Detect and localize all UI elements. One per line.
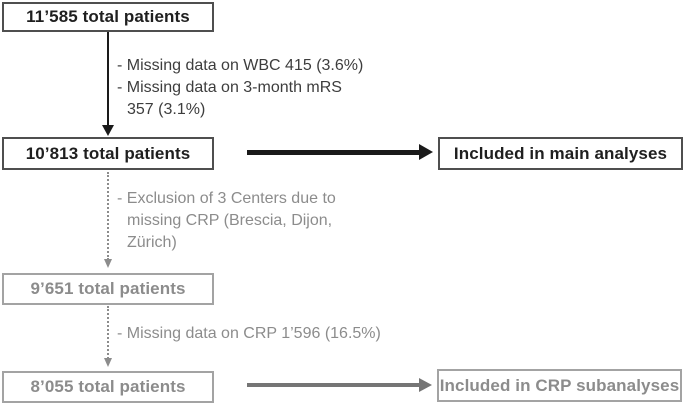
arrow-right-black-head <box>419 144 433 160</box>
flow-box-total-patients-11585: 11’585 total patients <box>2 2 214 32</box>
exclusion-note-line: - Missing data on 3-month mRS <box>117 79 342 96</box>
flow-box-total-patients-9651: 9’651 total patients <box>2 273 214 305</box>
arrow-down-solid-line <box>107 32 109 126</box>
flow-box-label: Included in main analyses <box>453 143 668 163</box>
flow-box-label: 11’585 total patients <box>26 7 190 26</box>
flow-box-label: 8’055 total patients <box>30 377 186 396</box>
arrow-right-black-line <box>247 150 420 155</box>
arrow-down-dotted-line <box>107 306 109 359</box>
exclusion-note-line: 357 (3.1%) <box>127 101 206 118</box>
flow-box-label: Included in CRP subanalyses <box>439 375 680 395</box>
arrow-down-solid-head <box>102 125 114 136</box>
flow-box-label: 10’813 total patients <box>25 143 191 163</box>
exclusion-note-line: missing CRP (Brescia, Dijon, <box>127 212 333 229</box>
flow-box-total-patients-8055: 8’055 total patients <box>2 371 214 403</box>
exclusion-note-line: - Missing data on CRP 1’596 (16.5%) <box>117 325 381 342</box>
arrow-right-gray-head <box>419 378 432 392</box>
arrow-down-dotted-head <box>104 358 112 367</box>
exclusion-note-wbc-mrs: - Missing data on WBC 415 (3.6%) - Missi… <box>117 55 363 121</box>
flow-box-total-patients-10813: 10’813 total patients <box>2 137 214 170</box>
arrow-right-gray-line <box>247 383 420 387</box>
flow-box-included-main-analyses: Included in main analyses <box>438 137 683 170</box>
arrow-down-dotted-head <box>104 259 112 268</box>
exclusion-note-centers: - Exclusion of 3 Centers due to missing … <box>117 188 336 254</box>
arrow-down-dotted-line <box>107 172 109 260</box>
exclusion-note-line: - Missing data on WBC 415 (3.6%) <box>117 57 364 74</box>
flow-box-label: 9’651 total patients <box>30 279 186 298</box>
exclusion-note-crp: - Missing data on CRP 1’596 (16.5%) <box>117 323 381 345</box>
flow-box-included-crp-subanalyses: Included in CRP subanalyses <box>437 369 682 402</box>
exclusion-note-line: - Exclusion of 3 Centers due to <box>117 190 336 207</box>
exclusion-note-line: Zürich) <box>127 234 177 251</box>
